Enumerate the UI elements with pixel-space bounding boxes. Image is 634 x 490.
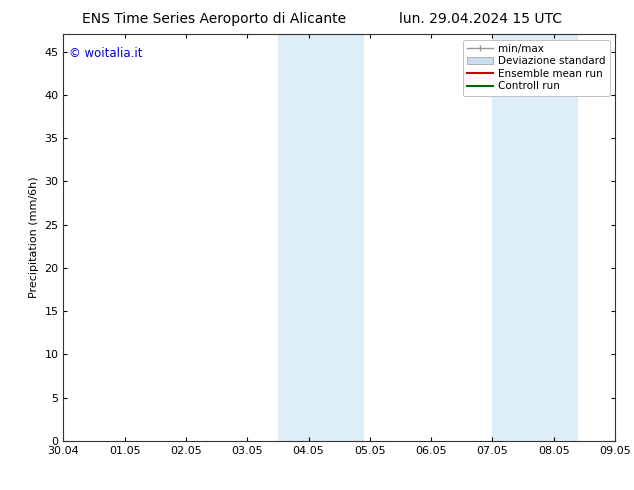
Y-axis label: Precipitation (mm/6h): Precipitation (mm/6h) — [29, 177, 39, 298]
Text: © woitalia.it: © woitalia.it — [69, 47, 143, 59]
Bar — [321, 34, 364, 441]
Legend: min/max, Deviazione standard, Ensemble mean run, Controll run: min/max, Deviazione standard, Ensemble m… — [463, 40, 610, 96]
Bar — [493, 34, 535, 441]
Text: ENS Time Series Aeroporto di Alicante: ENS Time Series Aeroporto di Alicante — [82, 12, 347, 26]
Bar — [535, 34, 578, 441]
Bar — [278, 34, 321, 441]
Text: lun. 29.04.2024 15 UTC: lun. 29.04.2024 15 UTC — [399, 12, 562, 26]
